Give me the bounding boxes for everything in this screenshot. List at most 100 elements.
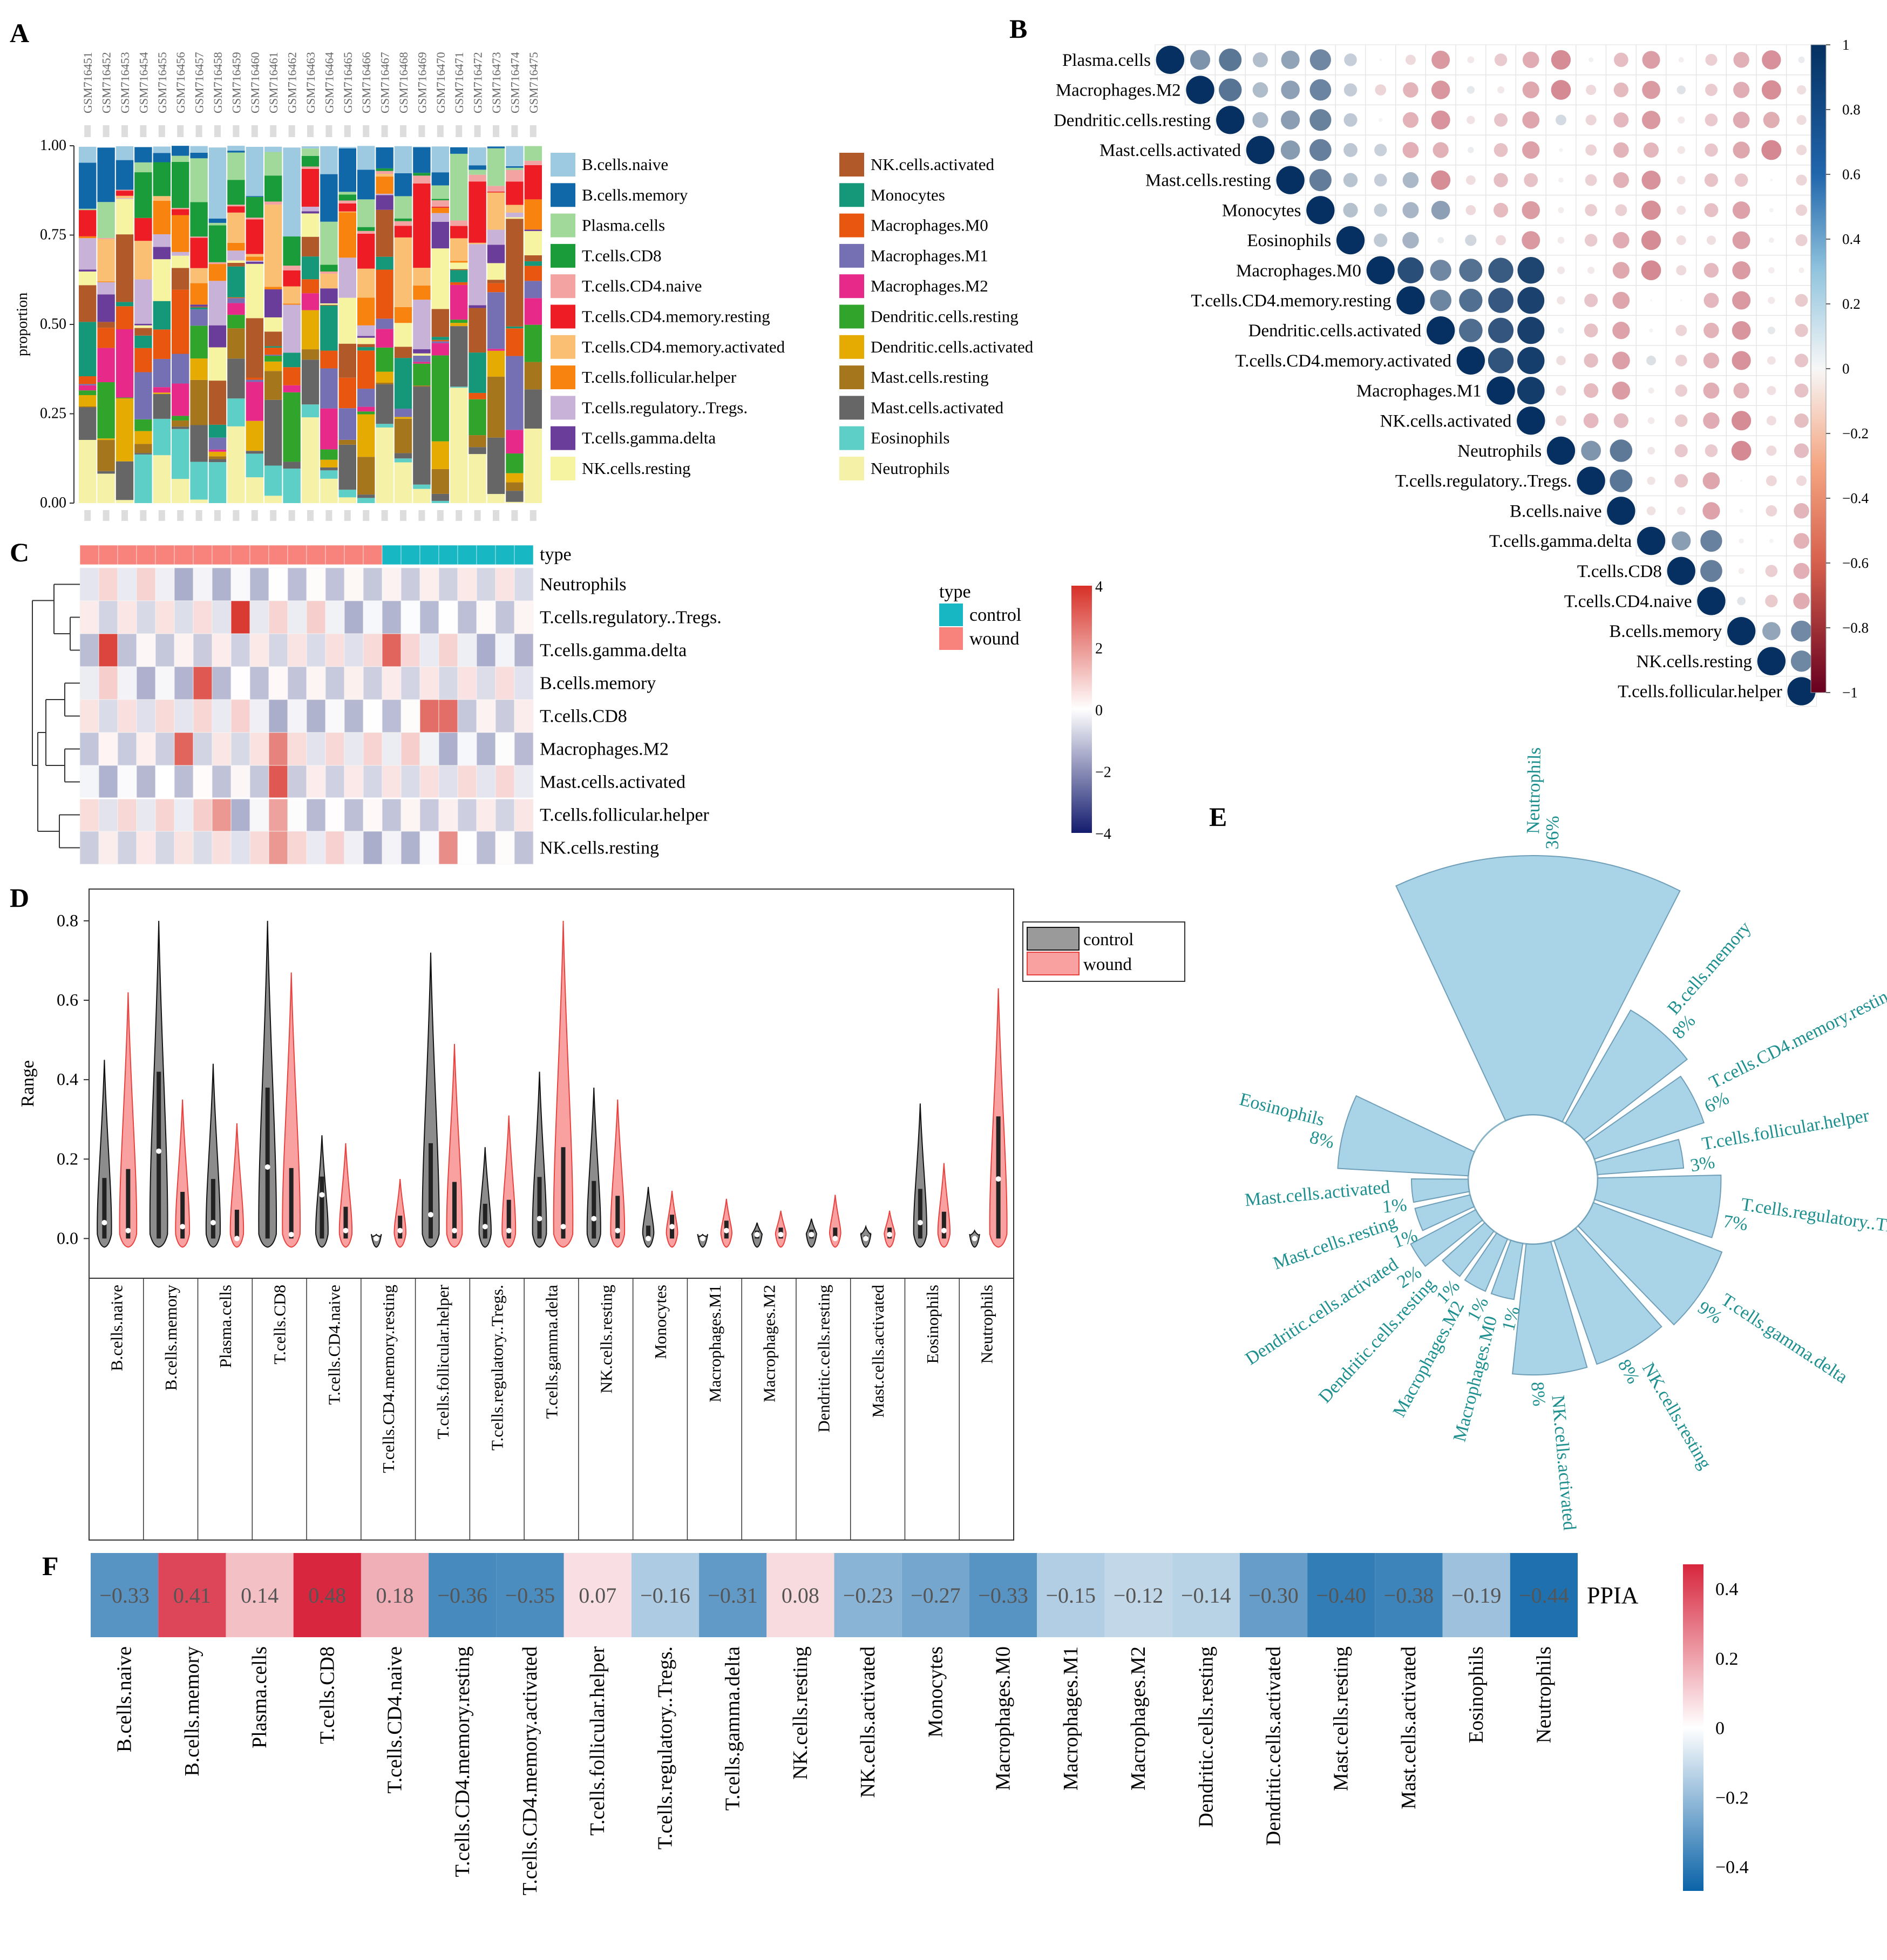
type-cell (174, 545, 194, 565)
violin-shape (501, 1115, 517, 1248)
corr-circle (1612, 381, 1631, 400)
corr-circle (1517, 347, 1545, 375)
stack-segment (79, 238, 97, 270)
heat-cell (438, 567, 458, 601)
stack-segment (338, 444, 356, 490)
heat-cell (363, 567, 383, 601)
stack-segment (116, 195, 134, 199)
stack-segment (172, 161, 189, 208)
heat-cell (438, 666, 458, 700)
sample-label: GSM716466 (359, 52, 373, 113)
type-label: type (540, 545, 572, 565)
stack-segment (506, 213, 524, 218)
stack-segment (190, 462, 208, 500)
corr-circle (1768, 267, 1775, 274)
heat-cell (287, 633, 307, 667)
stack-segment (227, 358, 245, 399)
sample-label: GSM716474 (508, 52, 521, 113)
stack-segment (469, 308, 486, 353)
corr-circle (1585, 204, 1597, 216)
heat-cell (98, 732, 118, 766)
cell-value: −0.15 (1046, 1583, 1096, 1608)
corr-circle (1517, 377, 1545, 404)
stack-segment (394, 196, 412, 219)
corr-circle (1678, 57, 1684, 63)
stack-segment (469, 147, 486, 166)
corr-circle (1281, 80, 1300, 99)
heat-cell (306, 798, 326, 832)
stack-segment (97, 147, 115, 202)
stack-segment (134, 335, 152, 348)
stack-segment (524, 362, 542, 390)
type-cell (79, 545, 99, 565)
cell-value: −0.14 (1181, 1583, 1231, 1608)
heat-cell (136, 666, 156, 700)
sample-tick-box (84, 125, 91, 137)
stack-segment (394, 358, 412, 409)
legend-label: Macrophages.M2 (871, 276, 988, 295)
corr-circle (1733, 52, 1749, 68)
heat-cell (79, 831, 99, 865)
corr-circle (1769, 208, 1774, 213)
stack-segment (153, 455, 171, 503)
violin-median (343, 1227, 349, 1233)
corr-circle (1794, 354, 1809, 368)
heat-cell (268, 732, 288, 766)
corr-circle (1703, 322, 1719, 338)
sample-tick-box (511, 125, 518, 137)
corr-circle (1794, 383, 1809, 398)
radial-percent: 8% (1614, 1356, 1644, 1387)
heat-cell (287, 600, 307, 634)
stack-segment (97, 473, 115, 503)
category-label: Dendritic.cells.resting (814, 1285, 833, 1433)
heat-cell (249, 666, 269, 700)
stack-segment (134, 147, 152, 162)
stack-segment (79, 439, 97, 503)
category-label: B.cells.naive (113, 1646, 136, 1752)
stack-segment (134, 348, 152, 372)
heat-cell (136, 633, 156, 667)
radial-bar (1337, 1095, 1475, 1177)
stack-segment (246, 219, 263, 254)
stack-segment (283, 469, 301, 503)
stack-segment (283, 352, 301, 368)
stack-segment (116, 189, 134, 191)
heat-cell (496, 1553, 564, 1637)
stack-segment (450, 261, 468, 263)
sample-tick-box-bottom (158, 510, 165, 521)
heat-cell (79, 600, 99, 634)
heat-cell (287, 666, 307, 700)
corr-circle (1459, 318, 1483, 342)
stack-segment (301, 213, 320, 237)
heat-cell (230, 699, 250, 733)
heat-cell (495, 798, 515, 832)
corr-circle (1585, 144, 1597, 156)
corr-circle (1702, 472, 1720, 490)
corr-circle (1667, 557, 1695, 585)
corr-circle (1795, 294, 1808, 307)
stack-segment (246, 421, 263, 451)
stack-segment (153, 162, 171, 196)
stack-segment (487, 245, 505, 263)
violin-shape (282, 972, 301, 1248)
heat-cell (363, 798, 383, 832)
heat-cell (174, 831, 194, 865)
violin-box (157, 1071, 161, 1239)
stack-segment (79, 271, 97, 286)
stack-segment (487, 494, 505, 503)
stack-segment (172, 289, 189, 354)
corr-circle (1762, 622, 1781, 640)
row-label: PPIA (1587, 1582, 1639, 1609)
legend-swatch (551, 304, 575, 329)
corr-circle (1732, 351, 1751, 370)
heat-cell (79, 633, 99, 667)
corr-circle (1704, 203, 1719, 218)
y-axis-label: Range (18, 1060, 38, 1107)
row-label: Mast.cells.resting (1145, 171, 1271, 191)
heat-cell (401, 633, 420, 667)
heat-cell (476, 765, 496, 799)
corr-circle (1276, 166, 1305, 194)
legend-swatch (839, 213, 864, 238)
stack-segment (97, 294, 115, 322)
heat-cell (212, 633, 232, 667)
